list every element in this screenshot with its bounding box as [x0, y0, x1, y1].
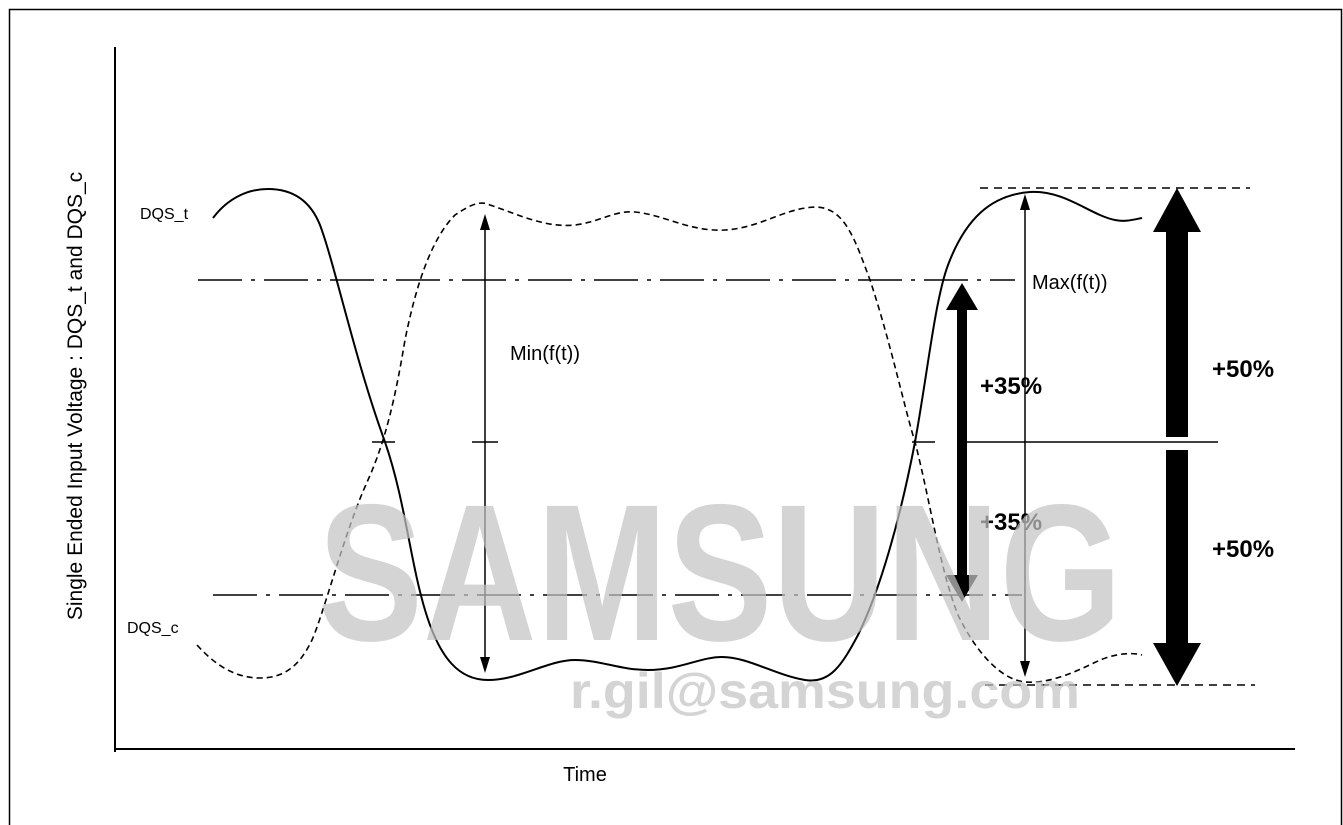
max-arrow-head-bottom [1020, 661, 1030, 677]
min-arrow-head-top [480, 214, 490, 230]
y-axis-label: Single Ended Input Voltage : DQS_t and D… [64, 172, 87, 620]
frame-border [8, 8, 1343, 825]
pct35-lower-label: +35% [980, 509, 1042, 536]
pct35-double-arrow [946, 283, 978, 602]
dqs-c-label: DQS_c [127, 620, 179, 637]
pct50-upper-arrow [1153, 188, 1201, 437]
max-arrow-head-top [1020, 194, 1030, 210]
min-arrow [480, 214, 490, 673]
watermark-email: r.gil@samsung.com [570, 663, 1080, 719]
min-label: Min(f(t)) [510, 343, 580, 365]
pct50-lower-label: +50% [1212, 536, 1274, 563]
max-arrow [1020, 194, 1030, 677]
pct50-lower-arrow [1153, 450, 1201, 686]
dqs-t-label: DQS_t [140, 206, 189, 223]
max-label: Max(f(t)) [1032, 272, 1108, 294]
dqs-c-waveform [196, 202, 1143, 683]
pct50-upper-label: +50% [1212, 356, 1274, 383]
dqs-t-waveform [212, 187, 1143, 682]
pct35-upper-label: +35% [980, 373, 1042, 400]
watermark-brand: SAMSUNG [318, 464, 1122, 682]
x-axis-label: Time [563, 764, 607, 786]
min-arrow-head-bottom [480, 657, 490, 673]
